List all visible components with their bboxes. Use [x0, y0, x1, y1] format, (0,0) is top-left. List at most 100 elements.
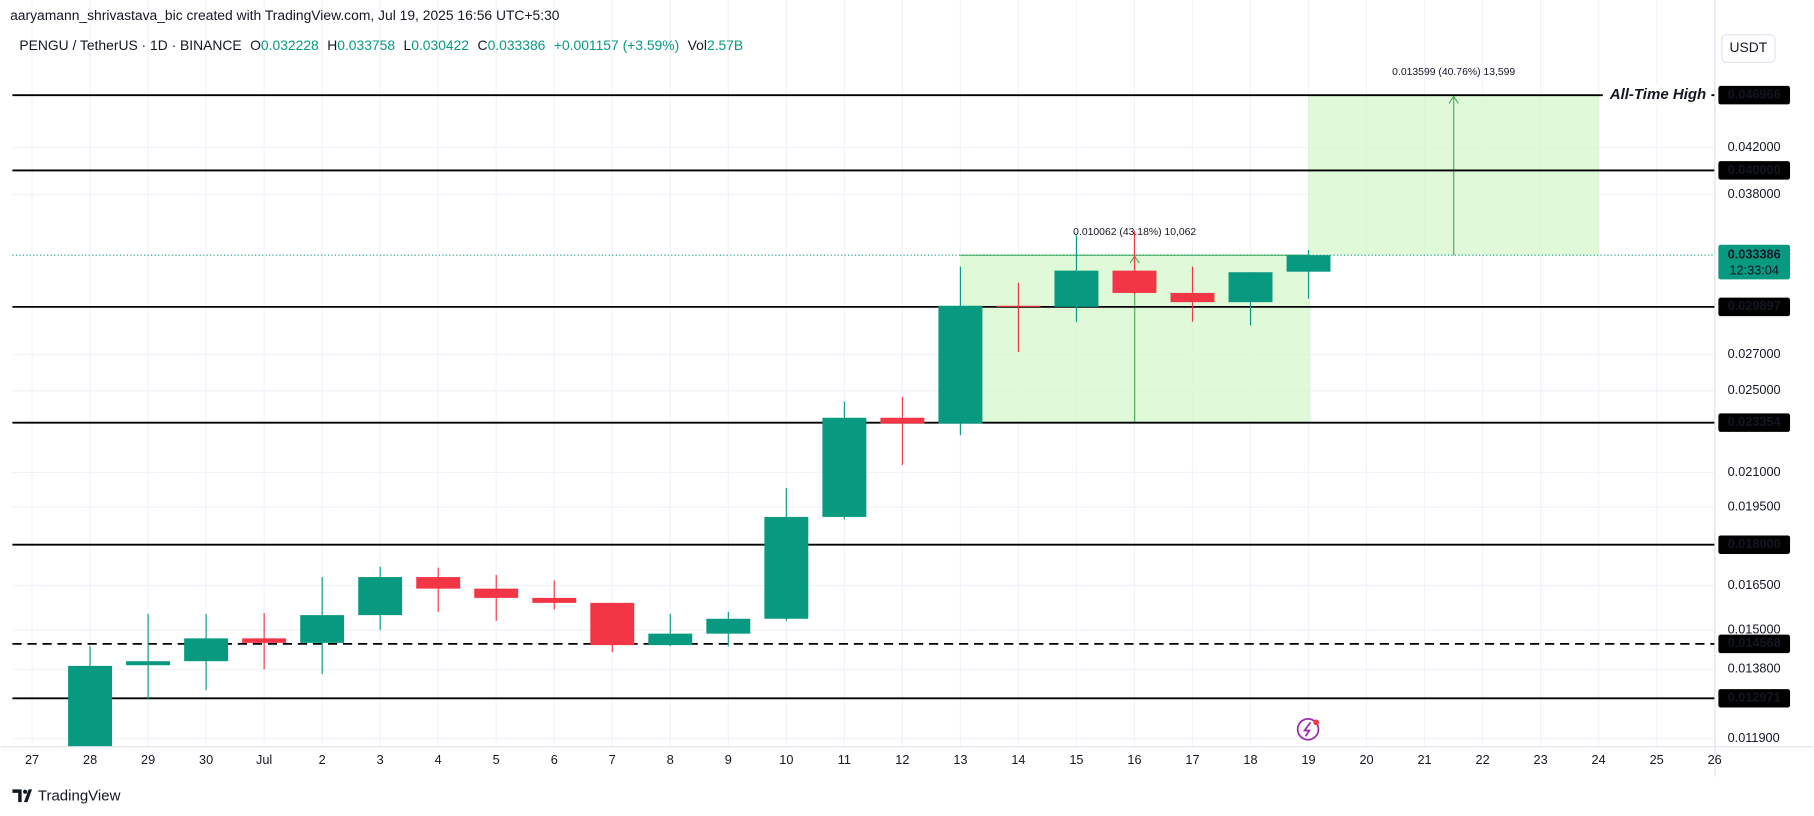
measure-arrowhead	[1448, 95, 1459, 104]
axes	[0, 0, 1814, 777]
candle-body	[184, 638, 229, 662]
y-tick-label: 0.027000	[1728, 346, 1781, 361]
candle-body	[880, 417, 925, 424]
level-label: 0.014568	[1728, 635, 1781, 650]
level-label: 0.018000	[1728, 536, 1781, 551]
level-label: 0.046966	[1728, 87, 1781, 102]
candle-body	[532, 597, 577, 603]
level-label-box	[1718, 297, 1791, 317]
volume: 2.57B	[707, 37, 743, 53]
annotation: All-Time High	[1609, 86, 1707, 103]
footer-logo	[12, 789, 33, 803]
volume-key: Vol	[688, 37, 707, 53]
y-tick-label: 0.038000	[1728, 186, 1781, 201]
candle-body	[706, 618, 751, 634]
candle-body	[996, 305, 1041, 307]
level-label: 0.012971	[1728, 690, 1781, 705]
level-label-box	[1718, 413, 1791, 432]
x-tick-label: 23	[1534, 752, 1548, 767]
candle-body	[358, 577, 403, 616]
x-tick-label: 29	[141, 752, 155, 767]
x-tick-label: 22	[1476, 752, 1490, 767]
level-label-box	[1718, 634, 1791, 654]
measure-label: 0.010062 (43.18%) 10,062	[1073, 227, 1196, 238]
y-tick-label: 0.015000	[1728, 622, 1781, 637]
x-tick-label: 12	[895, 752, 909, 767]
x-tick-label: 17	[1185, 752, 1199, 767]
x-tick-label: 7	[609, 752, 616, 767]
candles	[68, 230, 1331, 747]
candle-body	[1054, 270, 1099, 307]
x-tick-label: 9	[725, 752, 732, 767]
candle-body	[1286, 255, 1331, 272]
last-price-countdown: 12:33:04	[1729, 263, 1778, 278]
level-label-box	[1718, 161, 1791, 180]
ohlc-key: L	[404, 37, 412, 53]
ohlc-key: C	[478, 37, 488, 53]
candle-body	[764, 516, 809, 619]
level-label-box	[1718, 535, 1791, 554]
y-tick-label: 0.021000	[1728, 464, 1781, 479]
ohlc-value: 0.032228	[261, 37, 319, 53]
level-label: 0.023354	[1728, 414, 1781, 429]
alert-icon[interactable]	[1296, 718, 1320, 741]
x-tick-label: 4	[435, 752, 442, 767]
x-tick-label: 18	[1243, 752, 1257, 767]
candle-body	[938, 305, 983, 424]
ohlc-value: 0.033758	[337, 37, 395, 53]
candle-body	[416, 577, 461, 589]
candle-body	[126, 661, 171, 666]
x-tick-label: 5	[493, 752, 500, 767]
x-tick-label: Jul	[256, 752, 272, 767]
footer-brand: TradingView	[38, 787, 121, 804]
change: +0.001157 (+3.59%)	[554, 37, 679, 53]
x-tick-label: 8	[667, 752, 674, 767]
candle-body	[242, 638, 287, 643]
measure-label: 0.013599 (40.76%) 13,599	[1392, 67, 1515, 78]
annotation-bg	[1602, 84, 1712, 106]
candle-body	[648, 633, 693, 646]
y-tick-label: 0.019500	[1728, 499, 1781, 514]
x-tick-label: 2	[319, 752, 326, 767]
grid	[12, 0, 1716, 747]
candle-body	[1228, 272, 1273, 303]
labels: 0.042000 0.038000 0.027000 0.025000 0.021000…	[25, 67, 1791, 767]
x-tick-label: 20	[1359, 752, 1373, 767]
candle-body	[474, 588, 519, 598]
candle-body	[1170, 292, 1215, 303]
candle-body	[300, 615, 345, 643]
candle-body	[68, 665, 113, 747]
y-tick-label: 0.016500	[1728, 577, 1781, 592]
last-price-box	[1718, 244, 1791, 280]
candle-body	[822, 417, 867, 517]
currency[interactable]: USDT	[1730, 39, 1768, 55]
y-tick-label: 0.025000	[1728, 382, 1781, 397]
x-tick-label: 19	[1301, 752, 1315, 767]
x-tick-label: 6	[551, 752, 558, 767]
level-label-box	[1718, 85, 1791, 105]
y-tick-label: 0.042000	[1728, 139, 1781, 154]
x-tick-label: 14	[1011, 752, 1025, 767]
x-tick-label: 25	[1650, 752, 1664, 767]
level-label: 0.029897	[1728, 298, 1781, 313]
candle-body	[1112, 270, 1157, 293]
legend: PENGU / TetherUS · 1D · BINANCE O0.03222…	[19, 37, 743, 53]
last-price-label: 0.033386	[1728, 247, 1781, 262]
x-tick-label: 13	[953, 752, 967, 767]
ohlc-key: H	[327, 37, 337, 53]
y-tick-label: 0.013800	[1728, 661, 1781, 676]
x-tick-label: 28	[83, 752, 97, 767]
attribution: aaryamann_shrivastava_bic created with T…	[10, 7, 560, 23]
x-tick-label: 15	[1069, 752, 1083, 767]
ohlc-key: O	[250, 37, 261, 53]
x-tick-label: 24	[1592, 752, 1606, 767]
x-tick-label: 27	[25, 752, 39, 767]
ohlc-value: 0.033386	[488, 37, 546, 53]
y-tick-label: 0.011900	[1728, 730, 1780, 745]
currency-button[interactable]	[1721, 34, 1776, 63]
level-label-box	[1718, 689, 1791, 708]
x-tick-label: 3	[377, 752, 384, 767]
level-label: 0.040000	[1728, 162, 1781, 177]
x-tick-label: 11	[838, 752, 851, 767]
